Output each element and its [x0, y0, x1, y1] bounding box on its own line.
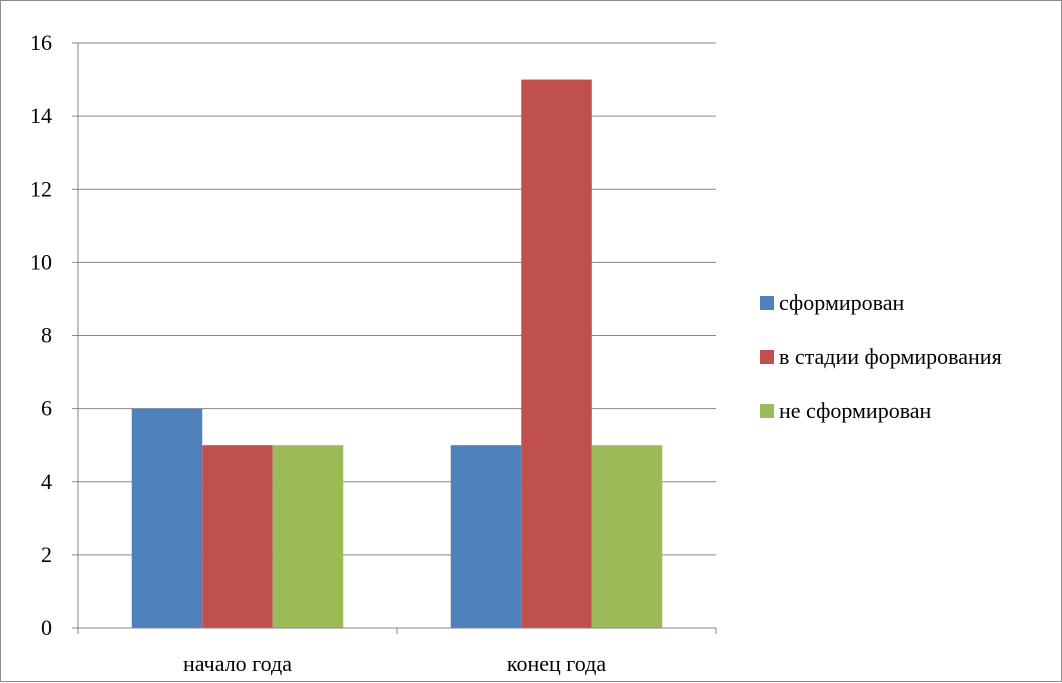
y-tick-label: 14 — [30, 103, 52, 128]
y-tick-label: 16 — [30, 30, 52, 55]
y-tick-label: 2 — [41, 542, 52, 567]
bar — [450, 445, 522, 628]
y-tick-label: 4 — [41, 469, 52, 494]
legend-label: не сформирован — [779, 398, 932, 423]
bar — [521, 79, 592, 628]
y-tick-label: 0 — [41, 615, 52, 640]
legend-swatch — [760, 296, 774, 310]
bar — [202, 445, 273, 628]
legend-swatch — [760, 350, 774, 364]
legend: сформирован в стадии формирования не сформ… — [760, 290, 1002, 423]
legend-label: сформирован — [779, 290, 905, 315]
bars — [131, 79, 663, 628]
x-tick-labels: начало года конец года — [183, 651, 606, 676]
y-tick-label: 8 — [41, 323, 52, 348]
x-tick-label: начало года — [183, 651, 292, 676]
legend-swatch — [760, 404, 774, 418]
bar — [131, 408, 203, 628]
bar — [272, 445, 344, 628]
y-tick-label: 6 — [41, 396, 52, 421]
y-tick-label: 12 — [30, 176, 52, 201]
x-tick-label: конец года — [507, 651, 606, 676]
bar — [591, 445, 663, 628]
y-tick-label: 10 — [30, 249, 52, 274]
legend-label: в стадии формирования — [779, 344, 1002, 369]
y-tick-labels: 0 2 4 6 8 10 12 14 16 — [30, 30, 52, 640]
axes — [72, 42, 717, 634]
